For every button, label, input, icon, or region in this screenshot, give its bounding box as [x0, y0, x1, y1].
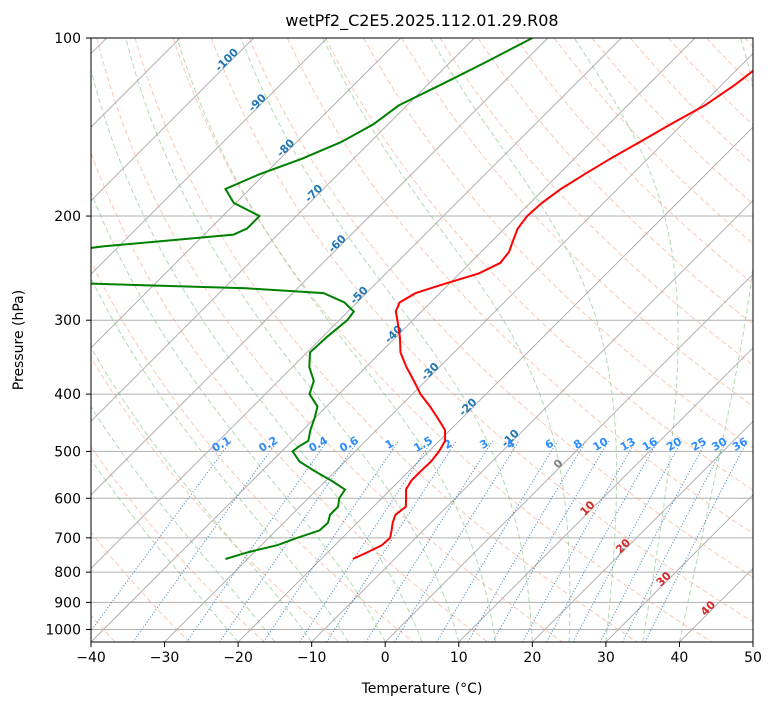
x-axis-label: Temperature (°C): [361, 681, 483, 697]
mixing-ratio-line: [436, 440, 559, 642]
dry-adiabat: [401, 38, 753, 407]
dry-adiabat: [477, 38, 753, 325]
y-tick-label: 200: [54, 209, 81, 225]
isotherm-line: [91, 38, 475, 423]
isotherm-line: [91, 38, 328, 275]
isotherm-line: [91, 38, 255, 202]
isotherm-line: [91, 38, 622, 570]
plot-background: [91, 38, 753, 642]
moist-adiabat: [322, 38, 571, 642]
x-tick-label: 50: [744, 650, 762, 666]
y-tick-label: 500: [54, 444, 81, 460]
dry-adiabat: [91, 445, 265, 642]
mixing-ratio-line: [263, 440, 399, 642]
dry-adiabat: [248, 38, 753, 578]
x-tick-label: 0: [381, 650, 390, 666]
moist-adiabat: [91, 277, 349, 642]
moist-adiabat: [125, 38, 460, 642]
dry-adiabat: [91, 356, 340, 642]
x-tick-label: −30: [150, 650, 180, 666]
x-axis: −40 −30 −20 −10 0 10 20 30 40 50: [76, 642, 762, 666]
y-tick-label: 700: [54, 531, 81, 547]
y-tick-label: 800: [54, 565, 81, 581]
moist-adiabat: [573, 38, 679, 642]
x-tick-label: 10: [450, 650, 468, 666]
dry-adiabat: [91, 531, 191, 642]
x-tick-label: 20: [523, 650, 541, 666]
mixing-ratio-line: [644, 440, 748, 642]
x-tick-label: −20: [223, 650, 253, 666]
x-tick-label: −40: [76, 650, 106, 666]
dry-adiabats: [91, 38, 753, 642]
chart-title: wetPf2_C2E5.2025.112.01.29.R08: [285, 11, 558, 31]
profiles: [91, 38, 753, 560]
isotherm-line: [91, 38, 549, 496]
moist-adiabat: [176, 38, 497, 642]
dry-adiabat: [363, 38, 753, 449]
isotherm-line: [605, 494, 753, 642]
y-tick-label: 900: [54, 595, 81, 611]
y-axis: 100 200 300 400 500 600 700 800 900 1000: [45, 31, 91, 638]
mixing-ratio-line: [599, 440, 707, 642]
plot-frame: [90, 37, 754, 643]
isotherm-line: [531, 420, 753, 642]
moist-adiabat: [91, 346, 313, 642]
temperature-profile: [352, 69, 753, 560]
dry-adiabat: [515, 38, 753, 285]
mixing-ratio-line: [546, 440, 659, 642]
x-tick-label: 30: [597, 650, 615, 666]
mixing-ratio-line: [492, 440, 610, 642]
isotherm-line: [164, 52, 753, 642]
y-tick-label: 1000: [45, 622, 81, 638]
moist-adiabat: [91, 67, 423, 642]
dry-adiabat: [210, 38, 753, 623]
mixing-ratio-line: [299, 440, 433, 642]
moist-adiabat: [91, 190, 386, 642]
dewpoint-profile: [91, 38, 533, 560]
mixing-ratio-line: [572, 440, 683, 642]
mixing-ratio-line: [467, 440, 587, 642]
y-tick-label: 100: [54, 31, 81, 47]
moist-adiabat: [430, 38, 618, 642]
moist-adiabat: [240, 38, 533, 642]
y-tick-label: 300: [54, 313, 81, 329]
mixing-ratio-line: [522, 440, 637, 642]
dry-adiabat: [96, 38, 563, 642]
x-tick-label: 40: [671, 650, 689, 666]
y-axis-label: Pressure (hPa): [11, 290, 27, 390]
isotherm-line: [384, 273, 753, 642]
isotherm-line: [752, 641, 753, 642]
mixing-ratio-line: [622, 440, 728, 642]
mixing-ratio-line: [326, 440, 458, 642]
mixing-ratio-line: [91, 440, 232, 632]
moist-adiabat: [91, 458, 239, 642]
isotherm-line: [91, 38, 402, 349]
mixing-ratio-line: [132, 440, 279, 642]
dry-adiabat: [91, 151, 489, 642]
isotherm-line: [237, 126, 753, 642]
plot-area: -100-90-80-70-60-50-40-30-20-10 01020304…: [91, 38, 753, 642]
isotherm-line: [458, 347, 753, 642]
dry-adiabat: [134, 38, 638, 642]
x-tick-label: −10: [297, 650, 327, 666]
dry-adiabat: [91, 260, 414, 642]
moist-adiabat: [91, 405, 276, 642]
moist-adiabats: [91, 38, 753, 642]
mixing-ratio-lines: [91, 440, 748, 642]
mixing-ratio-labels: 0.1 0.2 0.4 0.6 1 1.5 2 3 4 6 8 10 13 16 20 25 30 36: [210, 434, 750, 455]
dry-adiabat: [439, 38, 753, 366]
dry-adiabat: [172, 38, 713, 642]
y-tick-label: 600: [54, 491, 81, 507]
moist-adiabat: [678, 38, 753, 642]
y-tick-label: 400: [54, 387, 81, 403]
